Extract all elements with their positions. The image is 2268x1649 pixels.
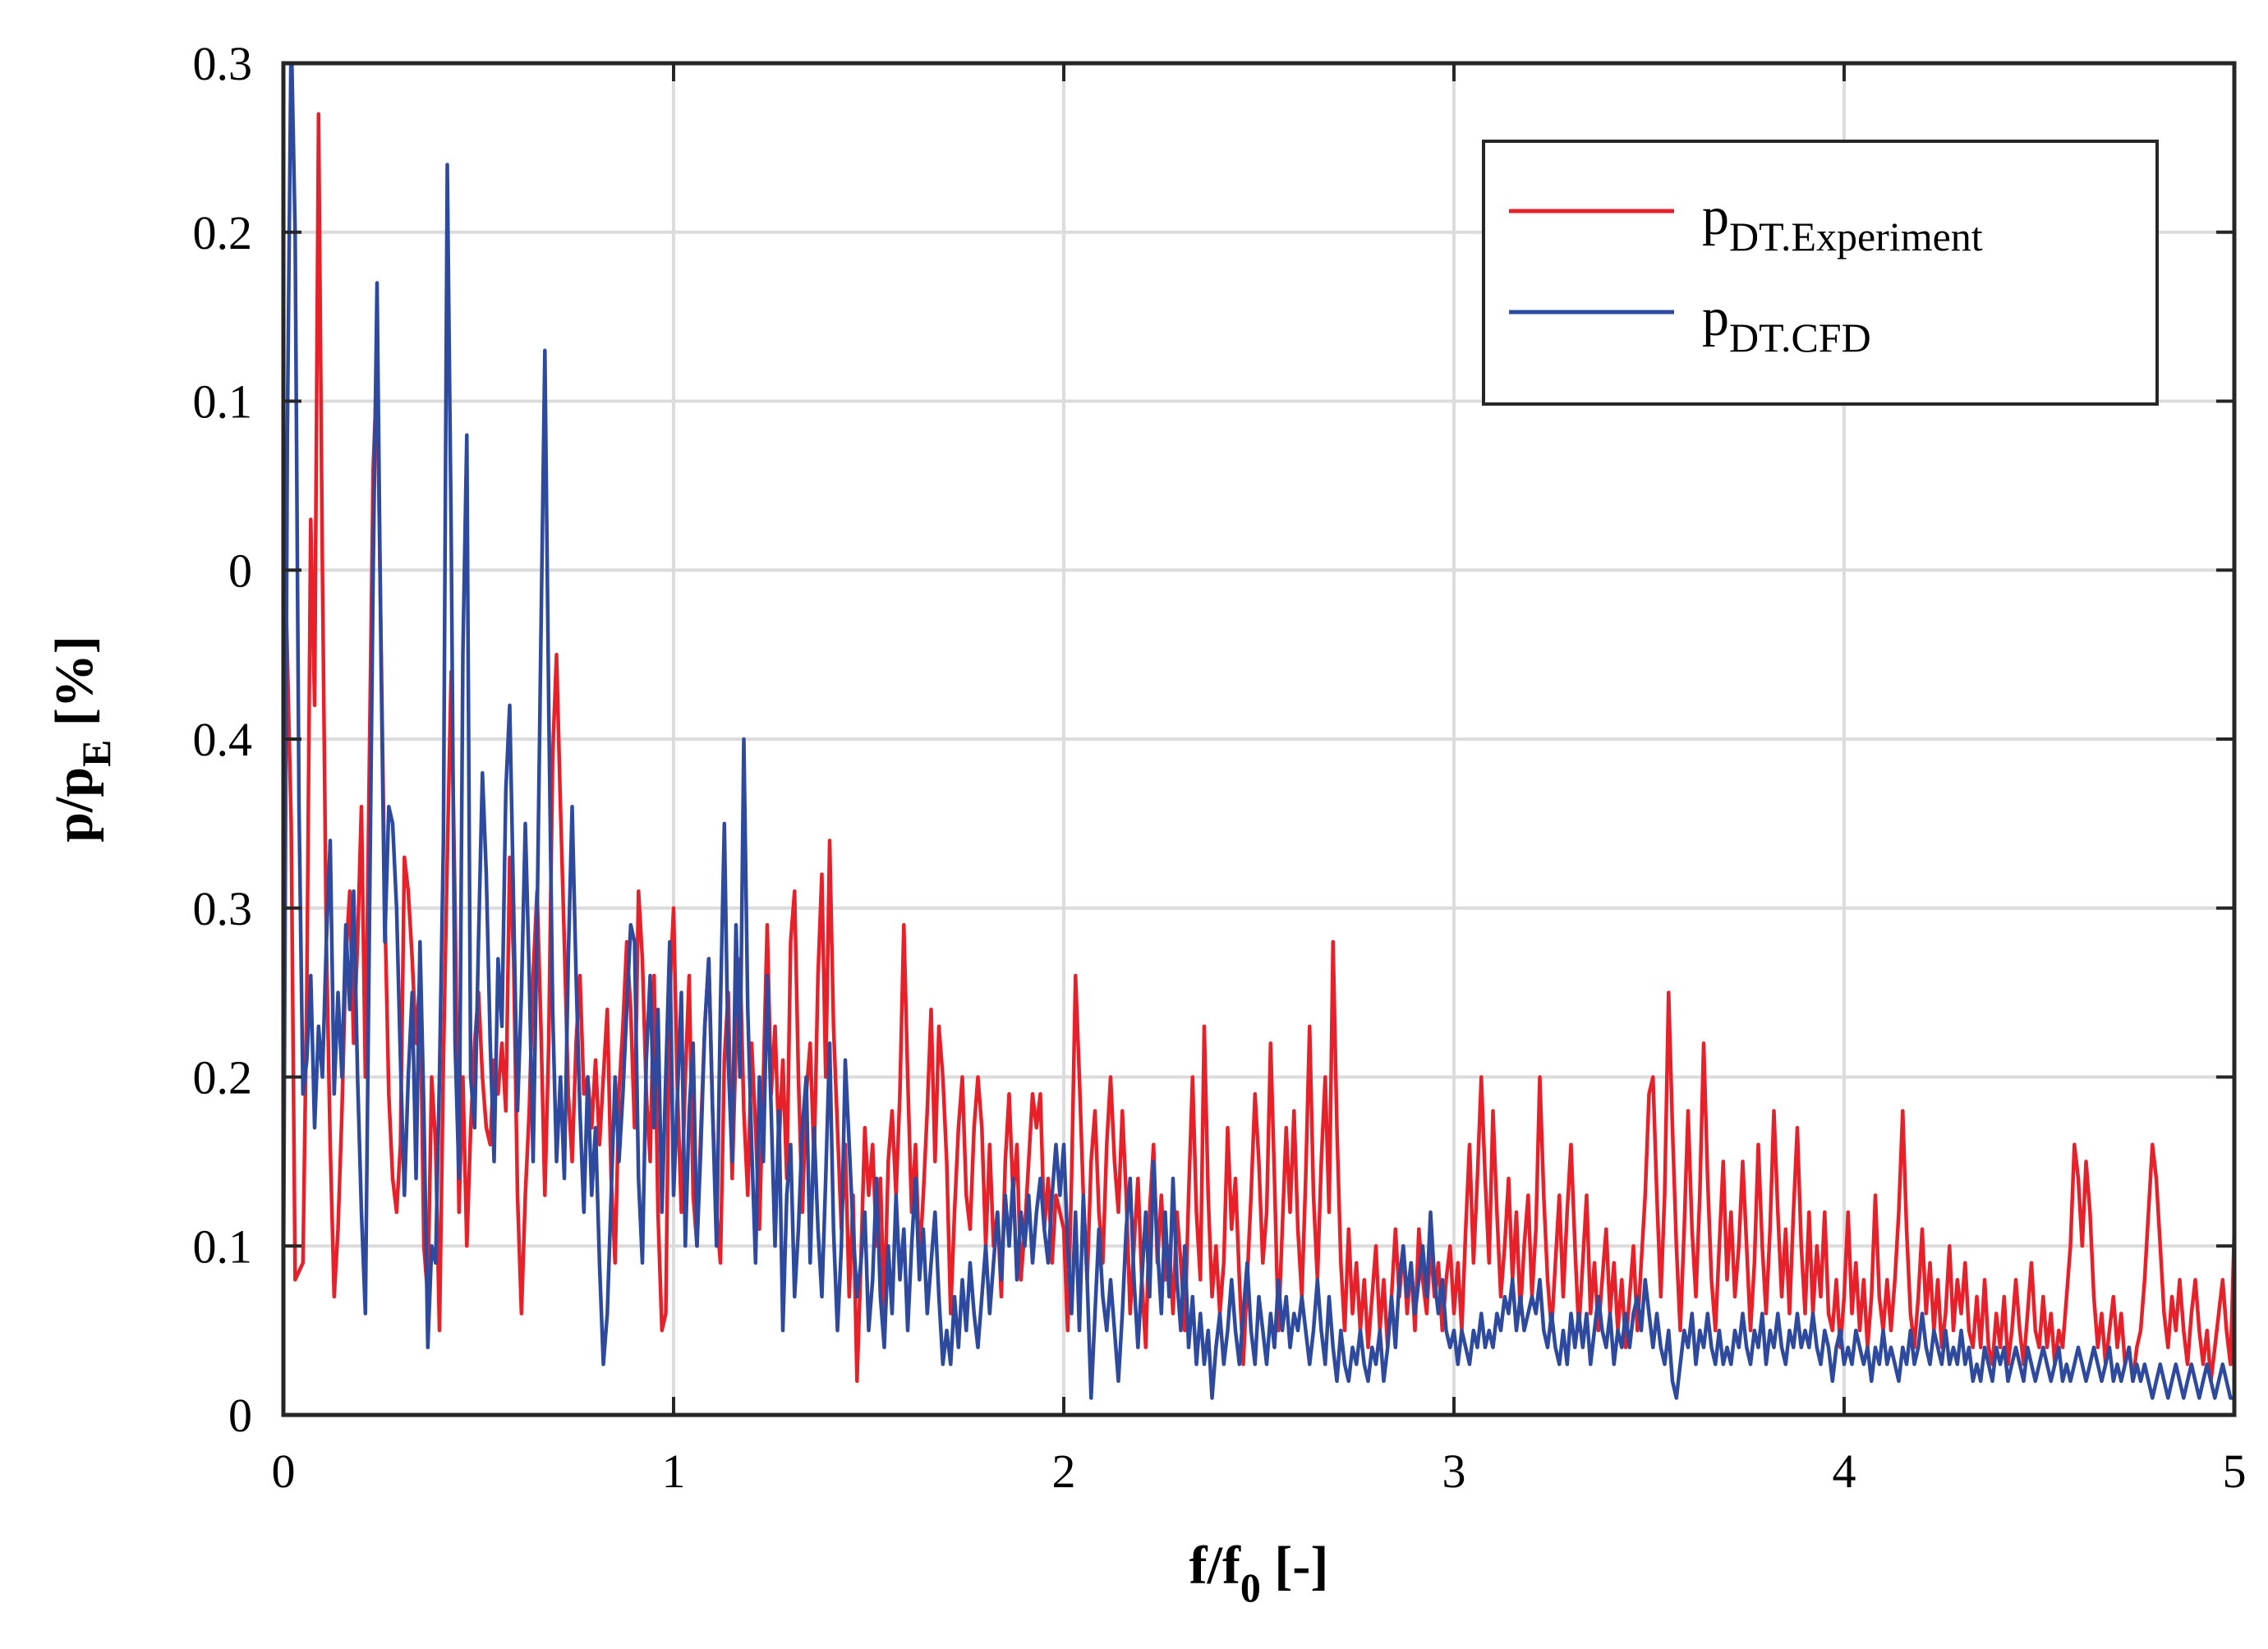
y-tick-label: 0.2 xyxy=(193,206,253,260)
y-axis-title-main: p/p xyxy=(44,767,104,843)
x-tick-label: 5 xyxy=(2223,1445,2247,1498)
y-tick-label: 0.3 xyxy=(193,37,253,90)
x-tick-label: 4 xyxy=(1833,1445,1856,1498)
axis-ticks xyxy=(282,62,2236,1417)
series-line-cfd xyxy=(283,63,2234,1400)
y-tick-label: 0.1 xyxy=(193,1220,253,1273)
legend-label-experiment-subscript: DT.Experiment xyxy=(1729,214,1983,260)
x-tick-label: 3 xyxy=(1442,1445,1466,1498)
legend-label-cfd-main: p xyxy=(1702,287,1729,347)
y-axis-title-suffix: [%] xyxy=(44,636,104,739)
series-line-experiment xyxy=(283,112,2234,1384)
x-tick-label: 2 xyxy=(1052,1445,1076,1498)
x-axis-title: f/f0 [-] xyxy=(1189,1536,1329,1610)
x-tick-label: 0 xyxy=(272,1445,296,1498)
y-tick-label: 0 xyxy=(228,1389,252,1442)
y-tick-label: 0.4 xyxy=(193,713,253,766)
legend-box xyxy=(1482,140,2159,406)
legend: pDT.Experiment pDT.CFD xyxy=(1482,140,2159,406)
legend-label-experiment-main: p xyxy=(1702,186,1729,246)
x-axis-title-suffix: [-] xyxy=(1261,1536,1328,1596)
y-tick-label: 0.2 xyxy=(193,1051,253,1105)
legend-label-cfd-subscript: DT.CFD xyxy=(1729,315,1871,361)
y-axis-tick-labels: 0 0.1 0.2 0.3 0.4 0 0.1 0.2 0.3 xyxy=(193,37,253,1442)
x-axis-title-subscript: 0 xyxy=(1240,1564,1261,1610)
series-layer xyxy=(283,63,2234,1400)
y-tick-label: 0 xyxy=(228,544,252,597)
x-axis-tick-labels: 0 1 2 3 4 5 xyxy=(272,1445,2247,1498)
y-axis-title-subscript: E xyxy=(73,740,119,767)
x-tick-label: 1 xyxy=(662,1445,686,1498)
y-tick-label: 0.1 xyxy=(193,375,253,429)
y-axis-title: p/pE [%] xyxy=(44,636,119,843)
y-tick-label: 0.3 xyxy=(193,882,253,935)
x-axis-title-main: f/f xyxy=(1189,1536,1241,1596)
legend-label-experiment: pDT.Experiment xyxy=(1702,186,1983,260)
legend-label-cfd: pDT.CFD xyxy=(1702,287,1871,361)
